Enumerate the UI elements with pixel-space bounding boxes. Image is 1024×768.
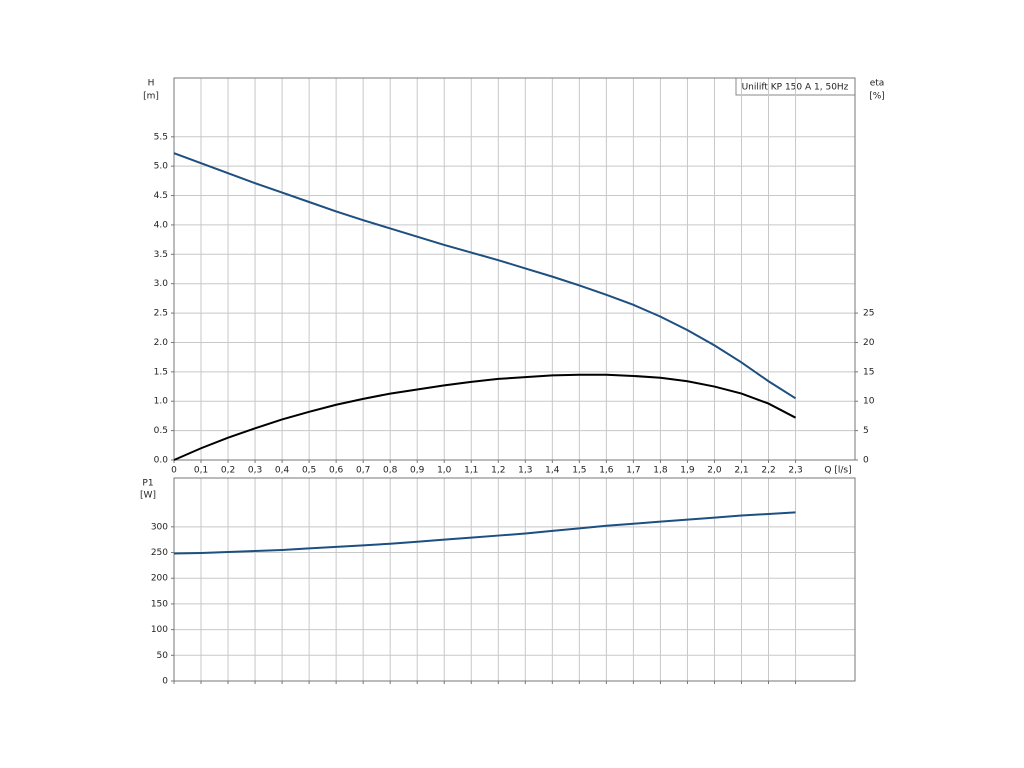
x-tick-label: 1,7	[626, 466, 640, 476]
y-tick-label: 300	[151, 522, 168, 532]
y2-axis-unit: [%]	[869, 92, 885, 102]
x-tick-label: 0	[171, 466, 177, 476]
y-tick-label: 0.5	[154, 426, 168, 436]
y-tick-label: 5.5	[154, 132, 168, 142]
x-tick-label: 1,4	[545, 466, 560, 476]
y2-tick-label: 15	[863, 367, 874, 377]
x-tick-label: 1,8	[653, 466, 668, 476]
x-tick-label: 2,3	[788, 466, 802, 476]
plot-frame	[173, 477, 856, 682]
y-tick-label: 4.0	[154, 220, 169, 230]
y-tick-label: 0.0	[154, 456, 169, 466]
y-axis-unit: [m]	[143, 92, 159, 102]
x-tick-label: 0,4	[275, 466, 290, 476]
series-line	[173, 511, 796, 555]
x-tick-label: 0,7	[356, 466, 370, 476]
series-line	[173, 373, 797, 461]
y-tick-label: 200	[151, 574, 168, 584]
x-tick-label: 1,2	[491, 466, 505, 476]
x-tick-label: 0,6	[329, 466, 344, 476]
y2-axis-label: eta	[870, 79, 885, 89]
series-line	[173, 152, 797, 400]
x-tick-label: 1,0	[437, 466, 452, 476]
x-tick-label: 0,5	[302, 466, 316, 476]
y-tick-label: 50	[157, 651, 169, 661]
x-tick-label: 1,6	[599, 466, 614, 476]
y2-tick-label: 25	[863, 309, 874, 319]
y2-tick-label: 5	[863, 426, 869, 436]
x-tick-label: 0,9	[410, 466, 425, 476]
y-tick-label: 5.0	[154, 162, 169, 172]
x-tick-label: 1,9	[680, 466, 695, 476]
x-tick-label: 0,1	[194, 466, 208, 476]
y-tick-label: 100	[151, 625, 168, 635]
x-tick-label: 1,3	[518, 466, 532, 476]
y-tick-label: 2.5	[154, 309, 168, 319]
y-tick-label: 2.0	[154, 338, 169, 348]
y-tick-label: 250	[151, 548, 168, 558]
x-tick-label: 2,2	[761, 466, 775, 476]
y2-tick-label: 20	[863, 338, 875, 348]
x-tick-label: 2,1	[734, 466, 748, 476]
y-tick-label: 0	[162, 677, 168, 687]
x-tick-label: 0,8	[383, 466, 398, 476]
x-tick-label: 2,0	[707, 466, 722, 476]
x-tick-label: 1,5	[572, 466, 586, 476]
x-tick-label: 0,3	[248, 466, 262, 476]
y-tick-label: 3.0	[154, 279, 169, 289]
y-axis-label: P1	[142, 479, 153, 489]
y2-tick-label: 10	[863, 397, 875, 407]
plot-frame	[173, 77, 856, 461]
y-tick-label: 4.5	[154, 191, 168, 201]
y-tick-label: 1.5	[154, 367, 168, 377]
x-tick-label: 1,1	[464, 466, 478, 476]
y-tick-label: 150	[151, 599, 168, 609]
y-axis-label: H	[148, 79, 155, 89]
x-axis-label: Q [l/s]	[824, 466, 851, 476]
y-tick-label: 3.5	[154, 250, 168, 260]
y-tick-label: 1.0	[154, 397, 169, 407]
x-tick-label: 0,2	[221, 466, 235, 476]
y2-tick-label: 0	[863, 456, 869, 466]
y-axis-unit: [W]	[140, 491, 156, 501]
